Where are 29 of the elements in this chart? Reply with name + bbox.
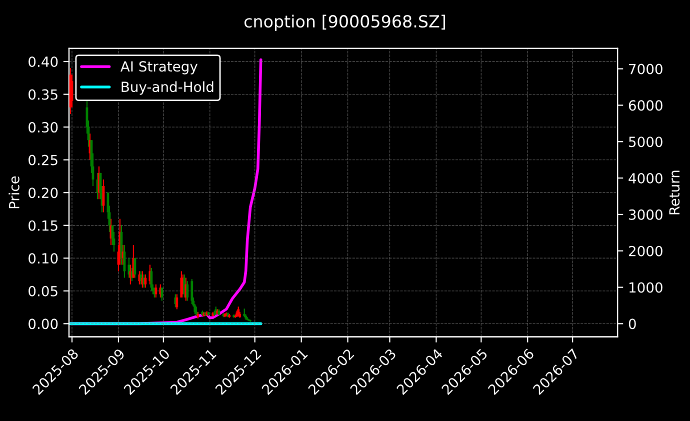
y2-tick-label: 4000 — [628, 173, 662, 184]
y2-tick-label: 5000 — [629, 136, 662, 148]
chart-title: cnoption [90005968.SZ] — [244, 14, 445, 31]
y2-tick-label: 2000 — [628, 246, 662, 256]
y-axis-title: Price — [8, 176, 20, 208]
candlestick — [195, 306, 198, 316]
candlestick — [144, 274, 147, 288]
y-tick-label: 0.20 — [28, 188, 58, 198]
y2-tick-label: 1000 — [629, 282, 662, 293]
y2-tick-label: 0 — [628, 318, 636, 330]
candlestick — [190, 278, 194, 305]
y-tick-label: 0.00 — [28, 318, 58, 330]
y-tick-label: 0.40 — [28, 56, 58, 67]
y2-tick-label: 6000 — [628, 100, 662, 111]
y-tick-label: 0.25 — [28, 154, 58, 166]
legend-label: AI Strategy — [120, 61, 198, 74]
y2-tick-label: 7000 — [629, 64, 662, 74]
y-tick-label: 0.35 — [28, 89, 58, 100]
y-tick-label: 0.05 — [28, 286, 58, 296]
candlestick — [134, 258, 136, 278]
y-tick-label: 0.15 — [28, 220, 58, 231]
candlestick — [160, 287, 164, 302]
legend-label: Buy-and-Hold — [122, 81, 214, 95]
y-tick-label: 0.10 — [28, 253, 58, 264]
y-tick-label: 0.30 — [28, 122, 58, 133]
candlestick — [154, 284, 158, 298]
y2-axis-title: Return — [669, 170, 680, 214]
candlestick — [176, 294, 178, 310]
y2-tick-label: 3000 — [629, 209, 662, 220]
